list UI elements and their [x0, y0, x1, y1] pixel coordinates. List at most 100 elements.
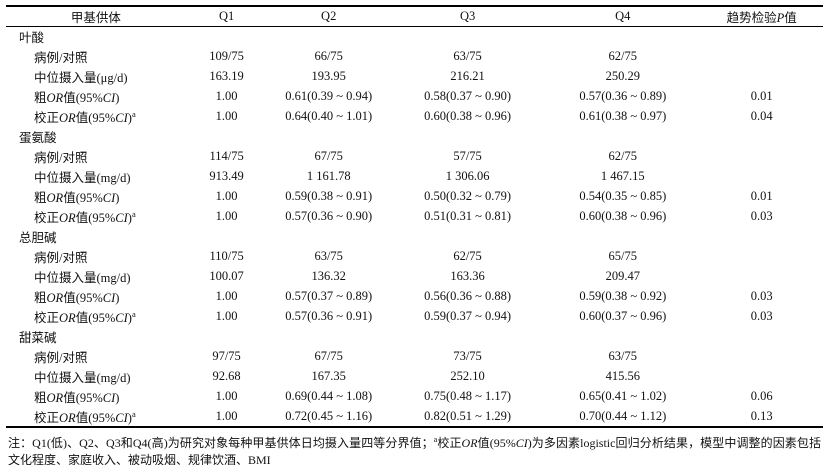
value-cell	[700, 367, 823, 387]
value-cell: 0.04	[750, 109, 773, 123]
row-label: 校正OR值(95%CI)a	[34, 308, 136, 325]
value-cell: 0.64(0.40 ~ 1.01)	[285, 109, 373, 123]
value-cell: 65/75	[608, 249, 638, 263]
value-cell: 252.10	[450, 369, 485, 383]
value-cell: 0.60(0.38 ~ 0.96)	[424, 109, 512, 123]
value-cell: 1.00	[215, 189, 238, 203]
value-cell: 67/75	[314, 149, 343, 163]
value-cell: 1.00	[215, 309, 238, 323]
value-cell: 67/75	[314, 349, 343, 363]
value-cell: 114/75	[209, 149, 244, 163]
value-cell: 0.13	[750, 408, 773, 423]
value-cell: 0.61(0.39 ~ 0.94)	[285, 89, 373, 103]
value-cell: 109/75	[209, 49, 244, 63]
row-label: 粗OR值(95%CI)	[34, 91, 120, 105]
header-q3: Q3	[389, 6, 546, 27]
group-row: 蛋氨酸	[6, 127, 823, 147]
table-header: 甲基供体 Q1 Q2 Q3 Q4 趋势检验P值	[6, 6, 823, 27]
row-label: 中位摄入量(mg/d)	[34, 371, 131, 385]
methyl-donor-or-table: 甲基供体 Q1 Q2 Q3 Q4 趋势检验P值 叶酸病例/对照 109/75 66/…	[6, 5, 823, 428]
value-cell: 913.49	[209, 169, 244, 183]
row-label: 中位摄入量(mg/d)	[34, 171, 131, 185]
value-cell	[700, 67, 823, 87]
table-row: 粗OR值(95%CI) 1.00 0.59(0.38 ~ 0.91) 0.50(0.3…	[6, 187, 823, 207]
header-methyl-donor: 甲基供体	[6, 6, 186, 27]
value-cell: 1 306.06	[445, 169, 490, 183]
table-row: 粗OR值(95%CI) 1.00 0.57(0.37 ~ 0.89) 0.56(0.3…	[6, 287, 823, 307]
value-cell: 57/75	[453, 149, 482, 163]
group-row: 甜菜碱	[6, 327, 823, 347]
value-cell: 0.60(0.37 ~ 0.96)	[579, 309, 667, 323]
value-cell: 0.03	[750, 309, 773, 323]
value-cell: 100.07	[209, 269, 244, 283]
value-cell	[700, 167, 823, 187]
value-cell: 163.36	[450, 269, 485, 283]
value-cell	[700, 47, 823, 67]
value-cell: 0.51(0.31 ~ 0.81)	[424, 209, 512, 223]
value-cell: 0.50(0.32 ~ 0.79)	[424, 189, 512, 203]
value-cell: 0.59(0.38 ~ 0.91)	[285, 189, 373, 203]
group-name: 甜菜碱	[19, 331, 57, 345]
header-q1: Q1	[185, 6, 268, 27]
header-trend-p-value: 趋势检验P值	[700, 6, 823, 27]
table-row: 校正OR值(95%CI)a 1.00 0.57(0.36 ~ 0.90) 0.51(0…	[6, 207, 823, 227]
value-cell: 0.06	[750, 389, 773, 403]
row-label: 病例/对照	[34, 151, 88, 165]
value-cell: 1.00	[215, 89, 238, 103]
value-cell: 92.68	[212, 369, 241, 383]
value-cell: 0.57(0.36 ~ 0.89)	[579, 89, 667, 103]
table-row: 中位摄入量(mg/d) 92.68 167.35 252.10 415.56	[6, 367, 823, 387]
value-cell: 0.58(0.37 ~ 0.90)	[424, 89, 512, 103]
row-label: 粗OR值(95%CI)	[34, 291, 120, 305]
row-label: 粗OR值(95%CI)	[34, 191, 120, 205]
row-label: 校正OR值(95%CI)a	[34, 108, 136, 125]
value-cell	[700, 267, 823, 287]
value-cell: 63/75	[453, 49, 482, 63]
value-cell: 0.54(0.35 ~ 0.85)	[579, 189, 667, 203]
row-label: 病例/对照	[34, 351, 88, 365]
value-cell: 136.32	[311, 269, 346, 283]
value-cell: 1.00	[215, 289, 238, 303]
value-cell: 1 161.78	[306, 169, 351, 183]
value-cell: 193.95	[311, 69, 346, 83]
group-name: 总胆碱	[19, 231, 57, 245]
header-row: 甲基供体 Q1 Q2 Q3 Q4 趋势检验P值	[6, 6, 823, 27]
table-row: 校正OR值(95%CI)a 1.00 0.72(0.45 ~ 1.16) 0.82(0…	[6, 407, 823, 427]
value-cell: 1.00	[215, 209, 238, 223]
group-row: 总胆碱	[6, 227, 823, 247]
value-cell: 0.69(0.44 ~ 1.08)	[285, 389, 373, 403]
value-cell	[700, 247, 823, 267]
table-body: 叶酸 病例/对照 109/75 66/75 63/75 62/75 中位摄入量(μg/d) 1…	[6, 27, 823, 427]
table-row: 病例/对照 110/75 63/75 62/75 65/75	[6, 247, 823, 267]
value-cell: 63/75	[314, 249, 343, 263]
row-label: 中位摄入量(μg/d)	[34, 71, 128, 85]
table-row: 校正OR值(95%CI)a 1.00 0.57(0.36 ~ 0.91) 0.59(0…	[6, 307, 823, 327]
group-name: 叶酸	[19, 31, 45, 46]
table-row: 中位摄入量(mg/d) 913.49 1 161.78 1 306.06 1 467.1…	[6, 167, 823, 187]
value-cell: 0.70(0.44 ~ 1.12)	[579, 408, 667, 423]
value-cell: 216.21	[450, 69, 485, 83]
header-q2: Q2	[267, 6, 390, 27]
value-cell: 1.00	[215, 389, 238, 403]
table-row: 粗OR值(95%CI) 1.00 0.69(0.44 ~ 1.08) 0.75(0.4…	[6, 387, 823, 407]
value-cell: 0.82(0.51 ~ 1.29)	[424, 408, 512, 423]
group-name: 蛋氨酸	[19, 131, 57, 145]
value-cell: 1.00	[215, 109, 238, 123]
value-cell: 1.00	[215, 408, 238, 423]
value-cell: 415.56	[605, 369, 640, 383]
value-cell: 0.56(0.36 ~ 0.88)	[424, 289, 512, 303]
row-label: 病例/对照	[34, 251, 88, 265]
value-cell: 66/75	[314, 49, 343, 63]
table-row: 中位摄入量(μg/d) 163.19 193.95 216.21 250.29	[6, 67, 823, 87]
value-cell: 0.60(0.38 ~ 0.96)	[579, 209, 667, 223]
table-row: 中位摄入量(mg/d) 100.07 136.32 163.36 209.47	[6, 267, 823, 287]
value-cell: 0.75(0.48 ~ 1.17)	[424, 389, 512, 403]
value-cell: 163.19	[209, 69, 244, 83]
group-row: 叶酸	[6, 27, 823, 47]
value-cell: 167.35	[311, 369, 346, 383]
table-row: 病例/对照 114/75 67/75 57/75 62/75	[6, 147, 823, 167]
row-label: 校正OR值(95%CI)a	[34, 208, 136, 225]
row-label: 粗OR值(95%CI)	[34, 391, 120, 405]
value-cell: 0.57(0.37 ~ 0.89)	[285, 289, 373, 303]
